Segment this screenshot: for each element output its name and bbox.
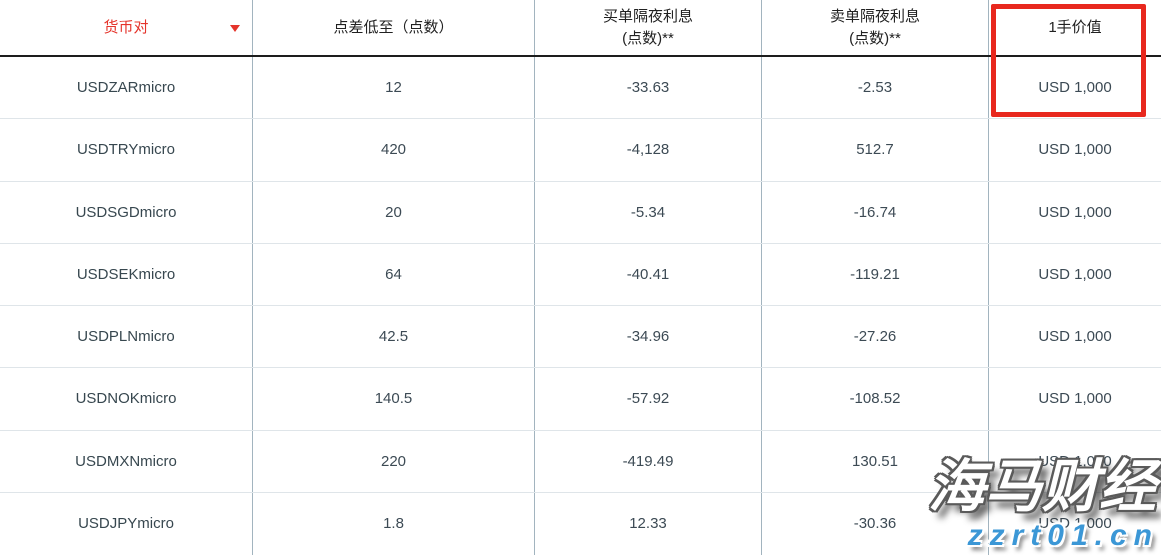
cell-sell-swap: -30.36 [762, 492, 989, 555]
cell-pair: USDZARmicro [0, 57, 253, 119]
column-header-sell-swap: 卖单隔夜利息 (点数)** [762, 0, 989, 55]
cell-sell-swap: -16.74 [762, 181, 989, 243]
table-row: USDPLNmicro 42.5 -34.96 -27.26 USD 1,000 [0, 306, 1161, 369]
table-row: USDMXNmicro 220 -419.49 130.51 USD 1,000 [0, 430, 1161, 493]
cell-pair: USDMXNmicro [0, 430, 253, 492]
cell-buy-swap: -57.92 [535, 368, 762, 430]
cell-lot-value: USD 1,000 [1038, 141, 1112, 159]
column-header-currency-pair-label: 货币对 [103, 18, 149, 36]
table-body: USDZARmicro 12 -33.63 -2.53 USD 1,000 USDTRYm… [0, 57, 1161, 555]
cell-buy-swap: -33.63 [535, 57, 762, 119]
cell-pair: USDSGDmicro [0, 181, 253, 243]
cell-lot-value: USD 1,000 [1038, 390, 1112, 408]
cell-lot-value: USD 1,000 [1038, 79, 1112, 97]
column-header-lot-value-label: 1手价值 [1048, 18, 1102, 36]
cell-sell-swap: 130.51 [762, 430, 989, 492]
cell-spread: 64 [253, 243, 535, 305]
cell-pair: USDSEKmicro [0, 243, 253, 305]
cell-spread: 42.5 [253, 306, 535, 368]
table-row: USDJPYmicro 1.8 12.33 -30.36 USD 1,000 [0, 492, 1161, 555]
cell-spread: 1.8 [253, 492, 535, 555]
cell-buy-swap: -40.41 [535, 243, 762, 305]
cell-spread: 20 [253, 181, 535, 243]
cell-sell-swap: -108.52 [762, 368, 989, 430]
cell-buy-swap: 12.33 [535, 492, 762, 555]
table-row: USDTRYmicro 420 -4,128 512.7 USD 1,000 [0, 119, 1161, 182]
watermark-brand: 海马财经 [928, 455, 1156, 519]
cell-pair: USDPLNmicro [0, 306, 253, 368]
cell-spread: 12 [253, 57, 535, 119]
column-header-buy-swap: 买单隔夜利息 (点数)** [535, 0, 762, 55]
table-row: USDSEKmicro 64 -40.41 -119.21 USD 1,000 [0, 243, 1161, 306]
cell-spread: 220 [253, 430, 535, 492]
cell-buy-swap: -5.34 [535, 181, 762, 243]
watermark-site-url: zzrt01.cn [967, 519, 1159, 552]
column-header-currency-pair[interactable]: 货币对 [0, 0, 253, 55]
cell-sell-swap: -27.26 [762, 306, 989, 368]
cell-buy-swap: -4,128 [535, 119, 762, 181]
cell-lot-value: USD 1,000 [1038, 515, 1112, 533]
column-header-sell-swap-line2: (点数)** [849, 29, 901, 47]
cell-buy-swap: -34.96 [535, 306, 762, 368]
cell-sell-swap: -2.53 [762, 57, 989, 119]
cell-lot-value: USD 1,000 [1038, 328, 1112, 346]
column-header-buy-swap-line1: 买单隔夜利息 [602, 7, 693, 25]
table-header-row: 货币对 点差低至（点数） 买单隔夜利息 (点数)** 卖单隔夜利息 (点数)**… [0, 0, 1161, 57]
table-row: USDSGDmicro 20 -5.34 -16.74 USD 1,000 [0, 181, 1161, 244]
column-header-buy-swap-line2: (点数)** [622, 29, 674, 47]
cell-sell-swap: -119.21 [762, 243, 989, 305]
table-row: USDZARmicro 12 -33.63 -2.53 USD 1,000 [0, 57, 1161, 120]
cell-buy-swap: -419.49 [535, 430, 762, 492]
cell-pair: USDTRYmicro [0, 119, 253, 181]
column-header-sell-swap-line1: 卖单隔夜利息 [829, 7, 920, 25]
cell-lot-value: USD 1,000 [1038, 203, 1112, 221]
cell-sell-swap: 512.7 [762, 119, 989, 181]
sort-dropdown-icon[interactable] [230, 24, 240, 32]
cell-pair: USDJPYmicro [0, 492, 253, 555]
column-header-spread-label: 点差低至（点数） [333, 18, 454, 36]
cell-pair: USDNOKmicro [0, 368, 253, 430]
cell-spread: 140.5 [253, 368, 535, 430]
table-row: USDNOKmicro 140.5 -57.92 -108.52 USD 1,000 [0, 368, 1161, 431]
cell-lot-value: USD 1,000 [1038, 452, 1112, 470]
column-header-spread: 点差低至（点数） [253, 0, 535, 55]
cell-spread: 420 [253, 119, 535, 181]
column-header-lot-value: 1手价值 [989, 0, 1161, 55]
cell-lot-value: USD 1,000 [1038, 265, 1112, 283]
